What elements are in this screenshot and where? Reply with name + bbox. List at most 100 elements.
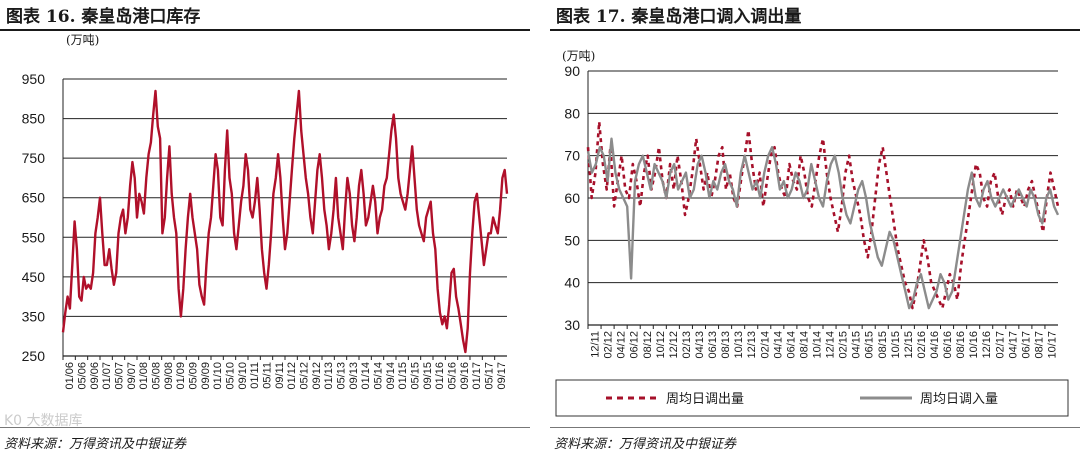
y-axis-unit: (万吨) bbox=[562, 49, 595, 63]
x-tick-label: 09/15 bbox=[422, 362, 434, 390]
source-note: 资料来源：万得资讯及中银证券 bbox=[554, 437, 737, 452]
x-tick-label: 09/11 bbox=[274, 362, 286, 389]
x-tick-label: 12/14 bbox=[825, 331, 837, 359]
y-tick-label: 550 bbox=[22, 229, 46, 245]
x-tick-label: 12/15 bbox=[903, 331, 915, 359]
x-tick-label: 01/17 bbox=[471, 362, 483, 390]
x-tick-label: 04/16 bbox=[929, 331, 941, 359]
source-note: 资料来源：万得资讯及中银证券 bbox=[4, 437, 187, 452]
series-line-inbound bbox=[586, 137, 1060, 310]
x-tick-label: 01/07 bbox=[101, 362, 113, 390]
x-tick-label: 05/09 bbox=[188, 362, 200, 390]
series-line-outbound bbox=[586, 120, 1060, 310]
x-tick-label: 06/15 bbox=[864, 331, 876, 359]
x-tick-label: 02/14 bbox=[759, 331, 771, 359]
x-tick-label: 01/06 bbox=[64, 362, 76, 390]
x-tick-label: 09/09 bbox=[200, 362, 212, 390]
x-tick-label: 08/12 bbox=[642, 331, 654, 359]
series-layer bbox=[586, 120, 1060, 310]
x-tick-label: 12/12 bbox=[668, 331, 680, 359]
y-tick-label: 450 bbox=[22, 269, 46, 285]
x-tick-label: 08/13 bbox=[720, 331, 732, 359]
x-tick-label: 06/17 bbox=[1020, 331, 1032, 359]
y-tick-label: 650 bbox=[22, 190, 46, 206]
x-tick-label: 10/14 bbox=[811, 331, 823, 359]
x-tick-label: 05/07 bbox=[114, 362, 126, 390]
x-tick-label: 02/12 bbox=[603, 331, 615, 359]
x-tick-label: 12/16 bbox=[981, 331, 993, 359]
y-axis-ticks: 250 350 450 550 650 750 850 950 bbox=[22, 71, 46, 364]
x-tick-label: 06/13 bbox=[707, 331, 719, 359]
x-tick-label: 05/13 bbox=[336, 362, 348, 390]
y-tick-label: 30 bbox=[564, 317, 580, 333]
x-tick-label: 01/09 bbox=[175, 362, 187, 390]
y-tick-label: 850 bbox=[22, 111, 46, 127]
x-tick-label: 01/08 bbox=[138, 362, 150, 390]
x-tick-label: 09/14 bbox=[385, 362, 397, 390]
x-tick-label: 04/15 bbox=[851, 331, 863, 359]
x-tick-label: 01/14 bbox=[360, 362, 372, 390]
y-tick-label: 80 bbox=[564, 105, 580, 121]
x-tick-label: 01/13 bbox=[323, 362, 335, 390]
x-tick-label: 06/12 bbox=[629, 331, 641, 359]
x-tick-label: 06/14 bbox=[785, 331, 797, 359]
x-tick-label: 05/08 bbox=[151, 362, 163, 390]
y-tick-label: 60 bbox=[564, 190, 580, 206]
x-tick-label: 04/13 bbox=[694, 331, 706, 359]
chart-title: 图表 17. 秦皇岛港口调入调出量 bbox=[556, 7, 802, 27]
x-tick-label: 02/16 bbox=[916, 331, 928, 359]
x-tick-label: 09/06 bbox=[89, 362, 101, 390]
x-tick-label: 02/13 bbox=[681, 331, 693, 359]
y-tick-label: 70 bbox=[564, 148, 580, 164]
x-tick-label: 08/17 bbox=[1033, 331, 1045, 359]
flows-line-chart: (万吨) 30 40 50 60 70 80 90 12/11 02/12 04/12 06/12… bbox=[555, 49, 1069, 417]
inventory-line-chart: (万吨) 250 350 450 550 650 750 850 950 01/06 05/06… bbox=[22, 33, 509, 390]
x-tick-label: 09/13 bbox=[348, 362, 360, 390]
x-tick-label: 09/07 bbox=[126, 362, 138, 390]
x-tick-label: 01/11 bbox=[249, 362, 261, 389]
y-tick-label: 90 bbox=[564, 63, 580, 79]
source-divider bbox=[0, 427, 530, 428]
legend: 周均日调出量 周均日调入量 bbox=[555, 379, 1069, 417]
x-tick-label: 10/13 bbox=[733, 331, 745, 359]
x-tick-label: 01/15 bbox=[397, 362, 409, 390]
title-divider bbox=[0, 29, 530, 31]
x-tick-label: 05/06 bbox=[77, 362, 89, 390]
x-tick-label: 09/17 bbox=[496, 362, 508, 390]
x-tick-label: 04/12 bbox=[616, 331, 628, 359]
x-tick-label: 08/14 bbox=[798, 331, 810, 359]
x-tick-label: 02/15 bbox=[838, 331, 850, 359]
x-tick-label: 12/13 bbox=[746, 331, 758, 359]
x-tick-label: 10/16 bbox=[968, 331, 980, 359]
x-tick-label: 05/10 bbox=[225, 362, 237, 390]
x-tick-label: 04/17 bbox=[1007, 331, 1019, 359]
x-tick-label: 01/12 bbox=[286, 362, 298, 390]
x-tick-label: 08/15 bbox=[877, 331, 889, 359]
x-tick-label: 06/16 bbox=[942, 331, 954, 359]
y-tick-label: 350 bbox=[22, 308, 46, 324]
x-tick-label: 01/10 bbox=[212, 362, 224, 390]
chart-panel-inventory: 图表 16. 秦皇岛港口库存 (万吨) 250 350 450 550 650 750 85… bbox=[0, 0, 530, 454]
y-axis-unit: (万吨) bbox=[66, 33, 99, 47]
y-tick-label: 50 bbox=[564, 232, 580, 248]
x-tick-label: 05/15 bbox=[410, 362, 422, 390]
y-tick-label: 250 bbox=[22, 348, 46, 364]
series-line-inventory bbox=[61, 89, 509, 354]
title-divider bbox=[550, 29, 1080, 31]
x-axis-ticks: 01/06 05/06 09/06 01/07 05/07 09/07 01/08 05/08… bbox=[62, 356, 508, 390]
x-tick-label: 01/16 bbox=[434, 362, 446, 390]
x-tick-label: 05/17 bbox=[484, 362, 496, 390]
x-tick-label: 10/17 bbox=[1046, 331, 1058, 359]
x-axis-ticks: 12/11 02/12 04/12 06/12 08/12 10/12 12/12 02/13… bbox=[587, 325, 1058, 359]
chart-title: 图表 16. 秦皇岛港口库存 bbox=[6, 7, 201, 27]
x-tick-label: 02/17 bbox=[994, 331, 1006, 359]
x-tick-label: 09/08 bbox=[163, 362, 175, 390]
x-tick-label: 10/12 bbox=[655, 331, 667, 359]
x-tick-label: 04/14 bbox=[772, 331, 784, 359]
x-tick-label: 05/11 bbox=[262, 362, 274, 389]
legend-box bbox=[555, 379, 1069, 417]
y-tick-label: 750 bbox=[22, 150, 46, 166]
y-tick-label: 40 bbox=[564, 275, 580, 291]
legend-label-outbound: 周均日调出量 bbox=[666, 392, 744, 407]
y-tick-label: 950 bbox=[22, 71, 46, 87]
